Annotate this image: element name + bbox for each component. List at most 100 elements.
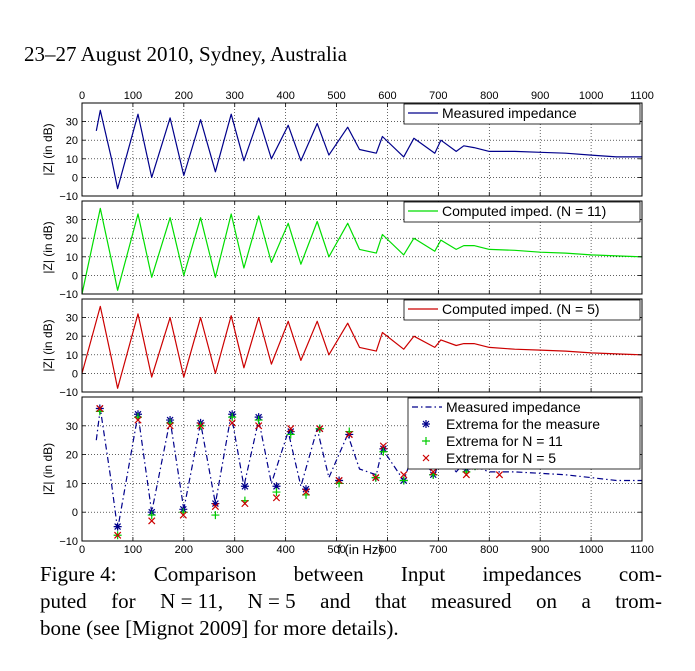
caption-word: impedances [482,562,582,586]
legend-label: Extrema for N = 5 [446,450,556,466]
y-tick-label: 0 [72,368,78,380]
y-tick-label: −10 [59,191,78,203]
marker-plus [399,476,408,485]
marker-cross [179,511,187,519]
legend-label: Computed imped. (N = 11) [442,203,606,219]
x-tick-label: 400 [276,544,294,556]
x-tick-label: 500 [327,90,345,102]
y-tick-label: −10 [59,387,78,399]
marker-cross [379,442,388,450]
marker-cross [272,494,281,502]
marker-cross [372,474,380,482]
y-tick-label: −10 [59,536,78,548]
y-tick-label: 0 [72,172,78,184]
x-tick-label: 600 [378,90,396,102]
marker-cross [302,488,310,496]
marker-cross [335,476,343,485]
legend-box [403,299,641,321]
marker-cross [429,468,437,476]
y-axis-label: |Z| (in dB) [41,443,55,495]
x-tick-label: 200 [175,90,193,102]
marker-plus [286,430,295,439]
marker-cross [134,416,142,424]
x-tick-label: 1100 [630,90,654,102]
y-axis-label: |Z| (in dB) [41,221,55,273]
marker-cross [114,531,122,539]
marker-cross [228,419,236,427]
x-tick-label: 700 [429,544,447,556]
axes-box [81,396,643,542]
marker-cross [211,502,220,511]
caption-word: Comparison [153,562,257,586]
y-tick-label: 0 [72,270,78,282]
caption-word: trom- [615,589,662,613]
x-tick-label: 200 [175,544,193,556]
marker-plus [211,511,220,520]
marker-plus [228,413,237,422]
caption-word: Figure 4: [40,562,117,586]
x-tick-label: 500 [327,544,345,556]
x-tick-label: 100 [124,90,142,102]
y-tick-label: 20 [66,331,78,343]
marker-plus [379,447,388,456]
marker-plus [272,488,281,497]
x-tick-label: 700 [429,90,447,102]
x-tick-label: 600 [378,544,396,556]
caption-line: bone (see [Mignot 2009] for more details… [40,615,662,642]
marker-asterisk [272,482,281,491]
legend-label: Extrema for N = 11 [446,433,563,449]
series-line [95,407,642,531]
marker-cross [287,425,295,433]
x-tick-label: 0 [79,90,85,102]
x-tick-label: 800 [480,90,498,102]
y-tick-label: 10 [66,154,78,166]
marker-cross [462,471,470,479]
x-tick-label: 400 [276,90,294,102]
x-tick-label: 1000 [579,90,603,102]
series-line [81,207,643,295]
y-tick-label: 30 [66,117,78,129]
caption-word: N = 5 [247,589,296,613]
marker-cross [400,471,408,479]
x-tick-label: 1100 [630,544,654,556]
y-tick-label: 30 [66,313,78,325]
caption-word: a [581,589,591,613]
x-tick-label: 1000 [579,544,603,556]
marker-cross [148,517,156,525]
marker-cross [196,422,205,430]
x-tick-label: 900 [531,544,549,556]
caption-line: Figure 4: Comparison between Input impedance… [40,561,662,588]
caption-word: bone (see [Mignot 2009] for more details… [40,616,399,640]
x-tick-label: 300 [226,90,244,102]
y-tick-label: 20 [66,450,78,462]
marker-asterisk [113,522,122,531]
legend-marker [422,437,430,445]
series-line [95,109,642,190]
y-tick-label: 30 [66,215,78,227]
marker-cross [255,422,263,430]
marker-cross [241,499,249,508]
x-tick-label: 0 [79,544,85,556]
y-tick-label: 10 [66,350,78,362]
marker-plus [254,416,263,425]
figure-caption: Figure 4: Comparison between Input impedance… [40,561,662,642]
legend-label: Extrema for the measure [446,416,600,432]
caption-word: for [111,589,136,613]
axes-box [81,102,643,197]
y-tick-label: 10 [66,478,78,490]
x-tick-label: 800 [480,544,498,556]
marker-plus [147,511,156,520]
legend-marker [422,420,430,428]
series-line [81,305,643,389]
marker-cross [316,425,324,433]
x-tick-label: 100 [124,544,142,556]
marker-asterisk [240,482,249,491]
caption-word: com- [618,562,662,586]
legend-marker [422,454,430,462]
caption-word: and [320,589,351,613]
caption-word: N = 11, [160,589,224,613]
marker-cross [96,404,104,413]
legend-box [403,103,641,125]
legend-box [403,201,641,223]
